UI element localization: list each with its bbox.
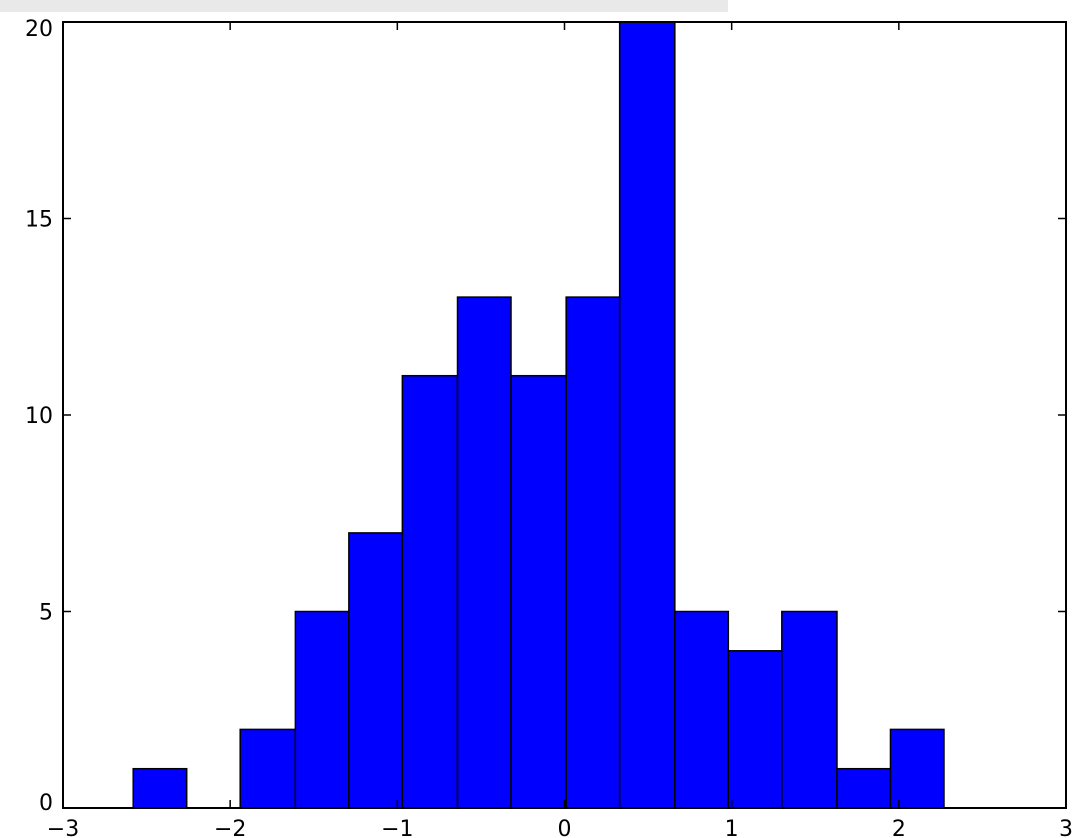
histogram-bar-3: [294, 610, 350, 809]
y-ticks-group: 0 5 10 15 20: [25, 17, 1066, 816]
y-tick-label: 0: [39, 791, 53, 816]
x-tick-label: −1: [381, 817, 413, 838]
x-tick-label: 2: [892, 817, 906, 838]
bars-group: [132, 21, 945, 809]
histogram-bar-11: [727, 650, 783, 809]
histogram-bar-2: [239, 728, 297, 809]
histogram-bar-14: [889, 728, 945, 809]
histogram-bar-9: [618, 21, 676, 809]
histogram-bar-12: [781, 610, 838, 809]
histogram-bar-0: [132, 767, 188, 809]
histogram-bar-6: [456, 296, 512, 809]
y-tick-label: 20: [25, 17, 53, 42]
y-tick-label: 5: [39, 601, 53, 626]
x-ticks-group: −3 −2 −1 0 1 2 3: [47, 22, 1073, 838]
histogram-bar-5: [401, 374, 459, 809]
histogram-bar-7: [510, 374, 567, 809]
x-tick-label: 0: [558, 817, 572, 838]
x-tick-label: 3: [1059, 817, 1073, 838]
histogram-bar-13: [836, 767, 892, 809]
y-tick-label: 15: [25, 208, 53, 233]
x-tick-label: −3: [47, 817, 79, 838]
histogram-bar-4: [348, 532, 404, 809]
histogram-bar-8: [565, 296, 621, 809]
figure-top-strip: [0, 0, 728, 12]
y-tick-label: 10: [25, 404, 53, 429]
histogram-bar-10: [674, 610, 730, 809]
x-tick-label: 1: [725, 817, 739, 838]
x-tick-label: −2: [214, 817, 246, 838]
